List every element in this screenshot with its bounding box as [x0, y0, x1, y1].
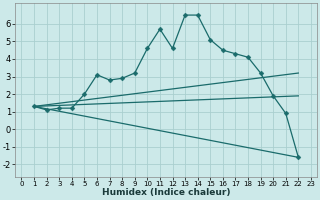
X-axis label: Humidex (Indice chaleur): Humidex (Indice chaleur) [102, 188, 230, 197]
